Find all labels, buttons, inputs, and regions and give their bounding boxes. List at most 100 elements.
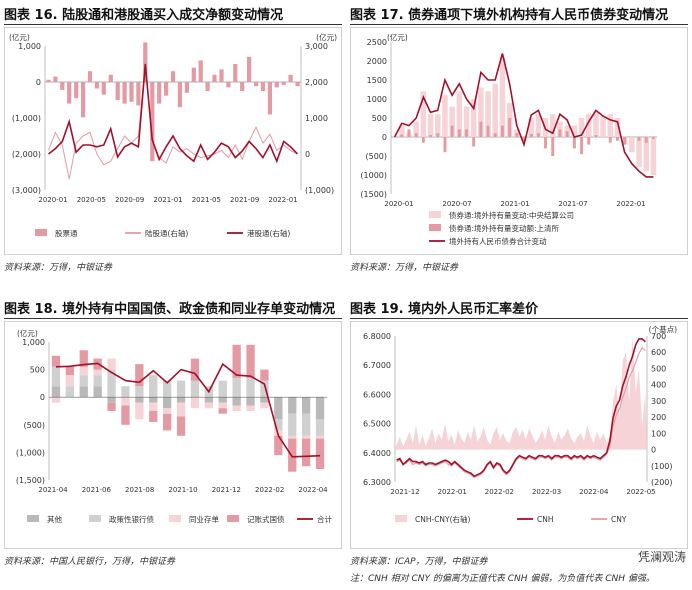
y-unit-left: (亿元) [387, 32, 408, 42]
bar-stock-connect-35 [288, 74, 293, 82]
bar-treasury-8 [163, 413, 172, 431]
bar-treasury-7 [149, 411, 158, 422]
y-tick-2: 0 [40, 393, 45, 402]
bar-ccdc-10 [463, 106, 470, 137]
bar-ccdc-29 [600, 116, 606, 137]
y2-tick-3: 400 [651, 381, 666, 390]
y-tick-2: 1500 [367, 76, 387, 85]
y2-tick-3: 0 [305, 150, 310, 159]
legend-shch-swatch [429, 224, 441, 231]
bar-policy-bank-4 [107, 369, 116, 398]
chart-title-16: 图表 16. 陆股通和港股通买入成交净额变动情况 [4, 8, 284, 23]
bar-ccdc-7 [442, 95, 448, 137]
bar-other-16 [274, 397, 283, 420]
bar-stock-connect-4 [74, 82, 79, 99]
bar-policy-bank-7 [149, 375, 158, 398]
y-tick-3: 6.5000 [363, 420, 391, 429]
bar-stock-connect-2 [60, 82, 65, 90]
legend-spread-swatch [395, 515, 407, 522]
bar-other-3 [93, 386, 102, 398]
bar-ncd-11 [204, 402, 213, 409]
bar-ncd-0 [51, 397, 61, 403]
bar-other-14 [246, 397, 255, 406]
legend-total-label: 合计 [317, 514, 332, 524]
x-tick-6: 2022-01 [268, 196, 297, 204]
chart-title-18: 图表 18. 境外持有中国国债、政金债和同业存单变动情况 [4, 302, 336, 317]
bar-stock-connect-11 [122, 82, 127, 104]
bar-stock-connect-30 [254, 82, 259, 87]
bar-ccdc-27 [586, 114, 592, 137]
bar-stock-connect-18 [170, 71, 176, 82]
y-tick-4: (1,000) [16, 448, 45, 457]
bar-stock-connect-8 [101, 82, 106, 95]
bar-ccdc-13 [485, 91, 491, 137]
y-tick-1: 0 [36, 78, 41, 87]
bar-stock-connect-19 [177, 82, 182, 108]
x-tick-0: 2020-01 [384, 200, 413, 208]
bar-ccdc-35 [643, 137, 649, 172]
chart-box-17: (亿元) 2500 2000 1500 1000 500 0 (500) (1000) (1500… [350, 27, 688, 255]
legend-ccdc-label: 债券通:境外持有量变动:中央结算公司 [449, 210, 574, 220]
legend-stock-connect-label: 股票通 [55, 228, 78, 238]
bar-ncd-17 [288, 435, 297, 439]
bar-shch-31 [616, 137, 619, 141]
bar-stock-connect-12 [129, 82, 134, 102]
bar-ncd-8 [163, 408, 172, 414]
y2-tick-7: 0 [651, 446, 656, 455]
bar-ccdc-9 [456, 91, 463, 137]
y-unit-right: (个基点) [649, 324, 677, 334]
bar-treasury-0 [51, 355, 61, 367]
bar-ncd-14 [246, 405, 255, 411]
bar-treasury-12 [218, 408, 227, 414]
bar-policy-bank-19 [315, 419, 325, 436]
bar-stock-connect-3 [67, 82, 72, 104]
y-tick-4: 6.4000 [363, 449, 391, 458]
y-tick-5: 0 [382, 133, 387, 142]
legend-other-label: 其他 [47, 514, 62, 524]
bar-ccdc-20 [535, 114, 542, 137]
bar-shch-1 [400, 134, 404, 137]
title-rule-16 [4, 24, 342, 25]
bar-shch-5 [429, 135, 432, 137]
legend-cnh-label: CNH [537, 515, 554, 524]
legend-policy-bank-swatch [89, 515, 101, 522]
chart-18-svg: (亿元)1,000 500 0 (500) (1,000) (1,500)2021-04 2… [16, 328, 333, 524]
bar-policy-bank-8 [163, 380, 172, 398]
bar-ccdc-15 [499, 57, 506, 138]
bar-shch-9 [457, 129, 461, 137]
panel-17: 图表 17. 债券通项下境外机构持有人民币债券变动情况 (亿元) 2500 2000… [350, 2, 688, 282]
source-16: 资料来源：万得，中银证券 [4, 263, 113, 273]
watermark: 凭澜观涛 [637, 550, 686, 564]
bar-stock-connect-6 [87, 71, 93, 82]
y2-tick-1: 2,000 [305, 78, 328, 87]
bar-ncd-10 [190, 397, 200, 409]
bar-treasury-13 [232, 344, 241, 378]
bar-ccdc-33 [629, 137, 635, 153]
bar-stock-connect-5 [81, 82, 86, 118]
bar-shch-27 [587, 137, 591, 145]
bar-ncd-2 [79, 366, 88, 376]
bar-shch-22 [551, 137, 555, 156]
chart-title-17: 图表 17. 债券通项下境外机构持有人民币债券变动情况 [350, 8, 669, 23]
bar-stock-connect-10 [115, 82, 120, 100]
x-tick-4: 2022-01 [616, 200, 645, 208]
bar-shch-2 [407, 129, 411, 137]
x-tick-4: 2022-04 [579, 488, 609, 496]
x-tick-2: 2020-09 [115, 196, 144, 204]
bar-stock-connect-15 [150, 82, 155, 162]
y2-tick-1: 600 [651, 348, 666, 357]
y-tick-1: 2000 [367, 57, 387, 66]
legend-treasury-swatch [227, 515, 239, 522]
x-tick-2: 2021-08 [125, 486, 154, 494]
x-tick-1: 2021-06 [82, 486, 112, 494]
y2-tick-6: 100 [651, 429, 666, 438]
bar-stock-connect-31 [260, 82, 266, 91]
y-tick-3: (2,000) [12, 150, 41, 159]
bar-ccdc-23 [557, 121, 563, 137]
bar-ncd-15 [260, 402, 269, 409]
bar-other-17 [288, 397, 297, 414]
bar-stock-connect-14 [143, 42, 148, 82]
bar-other-8 [163, 397, 172, 409]
bar-shch-20 [536, 133, 540, 137]
panel-19: 图表 19. 境内外人民币汇率差价 (个基点) 6.8000 6.7000 6.600… [350, 296, 688, 586]
